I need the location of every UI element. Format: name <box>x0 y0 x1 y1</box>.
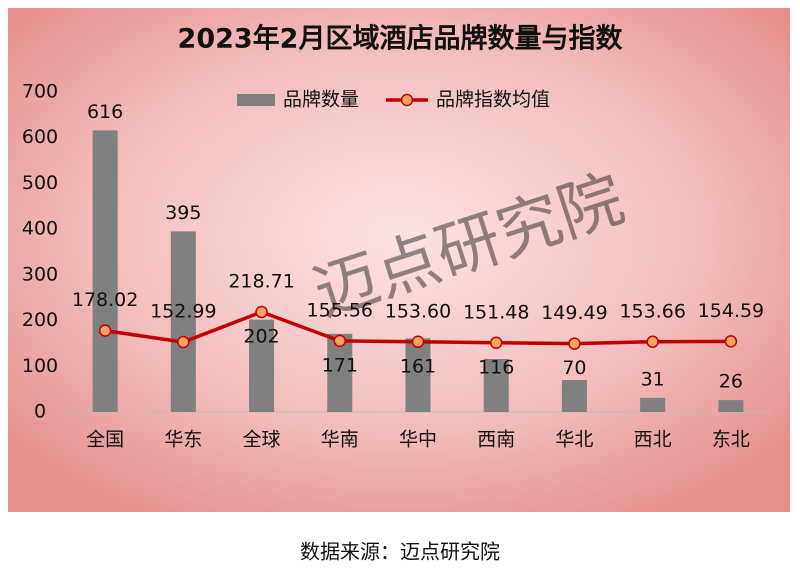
bar-value-label: 70 <box>562 357 586 379</box>
bar <box>92 130 118 412</box>
line-marker <box>411 335 425 349</box>
bar-value-label: 616 <box>87 101 123 123</box>
bar <box>483 358 509 412</box>
line-value-label: 154.59 <box>698 300 764 322</box>
bar <box>170 231 196 412</box>
x-tick-label: 全国 <box>86 429 124 451</box>
x-tick-label: 全球 <box>243 429 281 451</box>
legend-label: 品牌指数均值 <box>436 89 550 111</box>
bar-value-label: 395 <box>165 202 201 224</box>
legend-label: 品牌数量 <box>283 89 359 111</box>
line-marker <box>177 335 190 349</box>
line-value-label: 218.71 <box>228 271 294 293</box>
bar-value-label: 202 <box>243 326 279 348</box>
bar-value-label: 161 <box>400 355 436 377</box>
x-tick-label: 东北 <box>712 429 750 451</box>
chart-title: 2023年2月区域酒店品牌数量与指数 <box>178 23 624 55</box>
y-tick-label: 400 <box>22 218 58 240</box>
line-value-label: 153.66 <box>619 300 685 322</box>
line-marker <box>724 335 738 348</box>
line-marker <box>646 335 659 349</box>
y-tick-label: 500 <box>22 172 58 194</box>
y-tick-label: 600 <box>22 126 58 148</box>
x-tick-label: 华北 <box>555 429 593 451</box>
x-tick-label: 西南 <box>477 429 515 451</box>
line-marker <box>568 337 581 350</box>
y-tick-label: 0 <box>34 401 46 423</box>
line-value-label: 152.99 <box>150 301 216 323</box>
line-value-label: 155.56 <box>307 299 373 321</box>
source-note: 数据来源：迈点研究院 <box>300 540 500 564</box>
bar-value-label: 26 <box>719 371 743 393</box>
line-marker <box>489 336 503 350</box>
line-value-label: 149.49 <box>541 302 607 324</box>
line-value-label: 153.60 <box>385 300 451 322</box>
bar-value-label: 31 <box>641 368 665 390</box>
bar <box>561 380 587 412</box>
y-tick-label: 700 <box>22 81 58 103</box>
bar <box>718 400 744 412</box>
bar-value-label: 171 <box>322 354 358 376</box>
y-tick-label: 200 <box>22 309 58 331</box>
line-marker <box>255 305 268 319</box>
bar <box>405 338 431 412</box>
y-tick-label: 300 <box>22 263 58 285</box>
x-tick-label: 华南 <box>321 429 359 451</box>
y-tick-label: 100 <box>22 355 58 377</box>
chart-background <box>8 8 790 512</box>
line-marker <box>98 324 112 337</box>
bar-value-label: 116 <box>478 356 514 378</box>
x-tick-label: 华中 <box>399 429 437 451</box>
legend-swatch <box>237 94 275 106</box>
line-value-label: 178.02 <box>72 289 138 311</box>
legend-swatch <box>400 93 414 107</box>
x-tick-label: 华东 <box>164 429 202 451</box>
bar <box>249 319 275 412</box>
line-marker <box>333 334 347 348</box>
x-tick-label: 西北 <box>634 429 672 451</box>
bar <box>640 397 666 412</box>
line-value-label: 151.48 <box>463 301 529 323</box>
